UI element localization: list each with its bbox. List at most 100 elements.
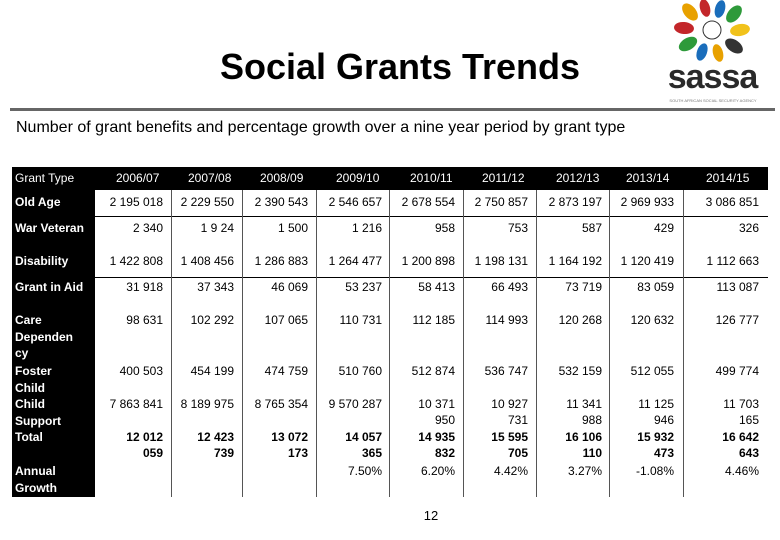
table-caption: Number of grant benefits and percentage …: [16, 119, 626, 136]
row-divider: [12, 277, 768, 278]
column-divider: [683, 190, 684, 497]
table-cell-grant-in-aid: 113 087: [716, 280, 760, 294]
table-cell-annual-growth: 4.42%: [493, 464, 528, 478]
table-cell-old-age: 2 546 657: [328, 195, 382, 209]
table-cell-total: 14 935 832: [418, 430, 455, 460]
table-cell-disability: 1 200 898: [401, 254, 455, 268]
sassa-logo: sassa SOUTH AFRICAN SOCIAL SECURITY AGEN…: [650, 0, 775, 108]
header-year: 2011/12: [482, 171, 525, 185]
header-year: 2012/13: [556, 171, 600, 185]
table-cell-annual-growth: 6.20%: [420, 464, 455, 478]
table-cell-old-age: 2 873 197: [548, 195, 602, 209]
table-cell-war-veteran: 958: [434, 221, 455, 235]
table-cell-foster-child: 400 503: [119, 364, 163, 378]
header-year: 2009/10: [336, 171, 380, 185]
table-cell-child-support: 10 371 950: [418, 397, 455, 427]
table-cell-total: 14 057 365: [345, 430, 382, 460]
table-cell-foster-child: 474 759: [264, 364, 308, 378]
table-cell-child-support: 11 341 988: [566, 397, 602, 427]
table-cell-care-dependency: 102 292: [190, 313, 234, 327]
table-cell-foster-child: 512 874: [411, 364, 455, 378]
header-year: 2014/15: [706, 171, 750, 185]
table-cell-war-veteran: 1 216: [351, 221, 382, 235]
table-cell-child-support: 8 189 975: [180, 397, 234, 411]
table-cell-disability: 1 422 808: [109, 254, 163, 268]
table-cell-disability: 1 120 419: [620, 254, 674, 268]
column-divider: [316, 190, 317, 497]
table-cell-war-veteran: 326: [738, 221, 759, 235]
table-cell-old-age: 2 229 550: [180, 195, 234, 209]
header-grant-type: Grant Type: [15, 171, 75, 185]
header-year: 2010/11: [410, 171, 453, 185]
table-cell-old-age: 3 086 851: [705, 195, 759, 209]
table-cell-old-age: 2 969 933: [620, 195, 674, 209]
table-cell-disability: 1 408 456: [180, 254, 234, 268]
table-cell-care-dependency: 120 632: [630, 313, 674, 327]
table-cell-war-veteran: 1 9 24: [200, 221, 234, 235]
header-year: 2007/08: [188, 171, 232, 185]
table-cell-care-dependency: 98 631: [126, 313, 163, 327]
table-cell-grant-in-aid: 58 413: [418, 280, 455, 294]
table-cell-grant-in-aid: 31 918: [126, 280, 163, 294]
row-label-foster-child: Foster Child: [15, 364, 52, 395]
table-cell-annual-growth: 3.27%: [567, 464, 602, 478]
slide-title: Social Grants Trends: [219, 46, 581, 87]
table-cell-war-veteran: 587: [581, 221, 602, 235]
table-header-row: [12, 167, 768, 190]
table-cell-disability: 1 286 883: [254, 254, 308, 268]
table-cell-total: 12 423 739: [197, 430, 234, 460]
row-label-total: Total: [15, 430, 43, 444]
column-divider: [463, 190, 464, 497]
table-cell-foster-child: 536 747: [484, 364, 528, 378]
table-cell-disability: 1 164 192: [548, 254, 602, 268]
table-cell-disability: 1 112 663: [706, 254, 760, 268]
table-cell-grant-in-aid: 73 719: [565, 280, 602, 294]
table-cell-old-age: 2 678 554: [401, 195, 455, 209]
table-cell-old-age: 2 390 543: [254, 195, 308, 209]
page-number: 12: [423, 508, 439, 523]
table-cell-child-support: 10 927 731: [491, 397, 528, 427]
column-divider: [389, 190, 390, 497]
table-cell-annual-growth: -1.08%: [635, 464, 674, 478]
row-divider: [12, 216, 768, 217]
table-cell-total: 13 072 173: [271, 430, 308, 460]
table-cell-war-veteran: 2 340: [132, 221, 163, 235]
table-cell-care-dependency: 114 993: [485, 313, 529, 327]
table-cell-disability: 1 264 477: [328, 254, 382, 268]
table-cell-war-veteran: 429: [653, 221, 674, 235]
logo-wordmark: sassa: [667, 58, 759, 96]
table-cell-child-support: 8 765 354: [254, 397, 308, 411]
column-divider: [609, 190, 610, 497]
table-cell-grant-in-aid: 46 069: [271, 280, 308, 294]
row-label-grant-in-aid: Grant in Aid: [15, 280, 84, 294]
table-cell-care-dependency: 126 777: [715, 313, 759, 327]
table-cell-war-veteran: 753: [507, 221, 528, 235]
table-cell-foster-child: 454 199: [190, 364, 234, 378]
table-cell-total: 15 932 473: [637, 430, 674, 460]
table-cell-foster-child: 510 760: [338, 364, 382, 378]
header-year: 2008/09: [260, 171, 304, 185]
table-cell-foster-child: 512 055: [630, 364, 674, 378]
table-cell-grant-in-aid: 37 343: [197, 280, 234, 294]
table-cell-care-dependency: 112 185: [412, 313, 456, 327]
row-label-child-support: Child Support: [15, 397, 61, 428]
column-divider: [536, 190, 537, 497]
table-cell-war-veteran: 1 500: [277, 221, 308, 235]
table-cell-grant-in-aid: 83 059: [637, 280, 674, 294]
table-cell-annual-growth: 4.46%: [724, 464, 759, 478]
row-label-column: [12, 190, 95, 497]
header-year: 2006/07: [116, 171, 160, 185]
table-cell-grant-in-aid: 66 493: [491, 280, 528, 294]
table-cell-total: 12 012 059: [126, 430, 163, 460]
table-cell-old-age: 2 195 018: [109, 195, 163, 209]
table-cell-annual-growth: 7.50%: [347, 464, 382, 478]
row-label-annual-growth: Annual Growth: [15, 464, 57, 495]
table-cell-grant-in-aid: 53 237: [345, 280, 382, 294]
table-cell-child-support: 11 125 946: [638, 397, 674, 427]
table-cell-care-dependency: 120 268: [558, 313, 602, 327]
column-divider: [171, 190, 172, 497]
row-label-old-age: Old Age: [15, 195, 61, 209]
logo-tagline: SOUTH AFRICAN SOCIAL SECURITY AGENCY: [669, 98, 757, 103]
table-cell-child-support: 11 703 165: [723, 397, 759, 427]
